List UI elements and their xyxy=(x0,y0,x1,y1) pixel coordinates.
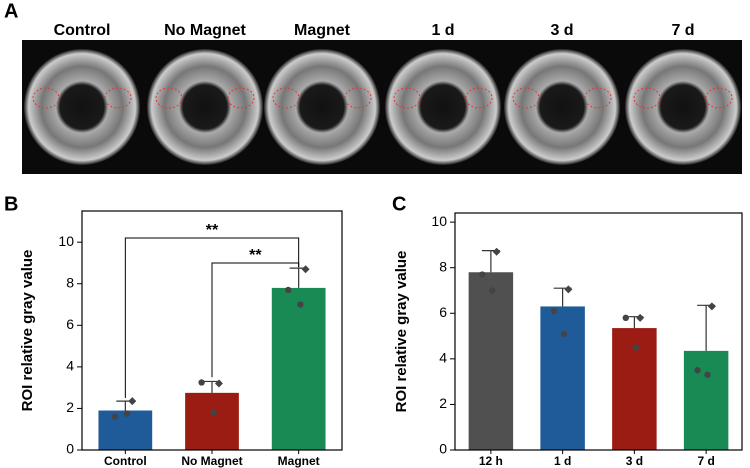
roi xyxy=(272,87,300,109)
bar xyxy=(98,410,153,450)
roi xyxy=(155,87,183,109)
data-point xyxy=(550,307,558,315)
data-point xyxy=(214,379,223,388)
roi xyxy=(104,87,132,109)
y-axis-title: ROI relative gray value xyxy=(393,251,410,413)
data-point xyxy=(632,344,640,351)
mri-image xyxy=(504,49,620,165)
data-point xyxy=(560,330,568,337)
x-tick-label: 3 d xyxy=(626,454,643,468)
plot-frame xyxy=(81,210,343,451)
column-label: 7 d xyxy=(671,22,694,39)
panel-label: C xyxy=(392,193,406,215)
significance-label: ** xyxy=(206,222,219,239)
error-bar xyxy=(697,304,716,351)
y-tick-label: 8 xyxy=(66,274,74,290)
column-label: No Magnet xyxy=(164,22,246,39)
y-tick-label: 8 xyxy=(439,258,447,274)
column-label: 1 d xyxy=(431,22,454,39)
roi xyxy=(344,87,372,109)
data-point xyxy=(622,314,629,322)
data-point xyxy=(285,286,292,294)
column-label: Magnet xyxy=(294,22,351,39)
y-tick-label: 10 xyxy=(431,213,447,229)
data-point xyxy=(489,287,496,294)
column-label: Control xyxy=(54,22,111,39)
data-point xyxy=(128,397,137,406)
mri-image xyxy=(264,49,380,165)
bar xyxy=(271,287,326,450)
data-point xyxy=(123,410,131,417)
roi xyxy=(705,87,733,109)
data-point xyxy=(111,413,119,420)
roi xyxy=(227,87,255,109)
data-point xyxy=(198,379,205,386)
plot-frame xyxy=(454,212,743,451)
significance-label: ** xyxy=(249,247,262,264)
data-point xyxy=(301,265,310,274)
bar xyxy=(468,272,514,450)
data-point xyxy=(694,367,701,374)
roi xyxy=(393,87,421,109)
y-tick-label: 6 xyxy=(66,316,74,332)
y-tick-label: 0 xyxy=(66,441,74,457)
x-tick-label: 1 d xyxy=(554,454,571,468)
data-point xyxy=(636,313,645,322)
data-point xyxy=(707,302,716,311)
data-point xyxy=(479,271,486,278)
x-tick-label: No Magnet xyxy=(181,454,242,468)
bar xyxy=(540,306,585,450)
y-tick-label: 2 xyxy=(439,395,447,411)
mri-image xyxy=(385,49,501,165)
y-tick-label: 10 xyxy=(58,233,74,249)
y-tick-label: 6 xyxy=(439,304,447,320)
bar xyxy=(185,392,239,450)
data-point xyxy=(704,371,711,378)
y-axis-title: ROI relative gray value xyxy=(19,250,36,412)
data-point xyxy=(492,247,501,256)
roi xyxy=(584,87,612,109)
data-point xyxy=(564,285,573,294)
significance-bracket xyxy=(124,237,300,399)
column-label: 3 d xyxy=(550,22,573,39)
image-strip xyxy=(22,40,742,174)
mri-image xyxy=(625,49,741,165)
roi xyxy=(633,87,661,109)
panel-label: B xyxy=(4,193,18,215)
y-tick-label: 4 xyxy=(439,350,447,366)
x-tick-label: 12 h xyxy=(479,454,503,468)
y-tick-label: 4 xyxy=(66,358,74,374)
y-tick-label: 0 xyxy=(439,441,447,457)
significance-bracket xyxy=(211,262,300,378)
x-tick-label: Magnet xyxy=(278,454,320,468)
bar xyxy=(683,350,729,450)
roi xyxy=(512,87,540,109)
x-tick-label: 7 d xyxy=(697,454,714,468)
roi xyxy=(465,87,493,109)
y-tick-label: 2 xyxy=(66,399,74,415)
data-point xyxy=(210,409,217,416)
panel-label: A xyxy=(4,0,18,22)
mri-image xyxy=(147,49,263,165)
roi xyxy=(32,87,60,109)
x-tick-label: Control xyxy=(104,454,147,468)
mri-image xyxy=(24,49,140,165)
data-point xyxy=(297,301,304,308)
